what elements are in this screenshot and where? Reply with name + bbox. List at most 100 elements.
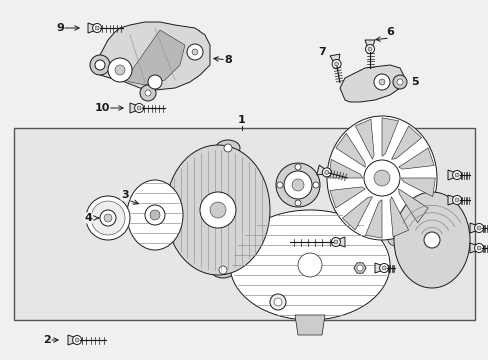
Circle shape xyxy=(95,60,105,70)
Polygon shape xyxy=(294,315,325,335)
Circle shape xyxy=(324,170,328,174)
Polygon shape xyxy=(329,187,365,208)
Polygon shape xyxy=(364,40,374,47)
Circle shape xyxy=(392,75,406,89)
Circle shape xyxy=(104,214,112,222)
Circle shape xyxy=(148,75,162,89)
Circle shape xyxy=(284,171,311,199)
Polygon shape xyxy=(68,335,75,345)
Polygon shape xyxy=(391,126,421,159)
Circle shape xyxy=(367,47,371,51)
Circle shape xyxy=(334,62,338,66)
Circle shape xyxy=(294,164,301,170)
Polygon shape xyxy=(381,118,398,156)
Circle shape xyxy=(312,182,318,188)
Circle shape xyxy=(454,198,458,202)
Polygon shape xyxy=(329,54,339,62)
Circle shape xyxy=(276,182,283,188)
Ellipse shape xyxy=(393,192,469,288)
Circle shape xyxy=(373,74,389,90)
Polygon shape xyxy=(447,195,454,205)
Polygon shape xyxy=(374,263,381,273)
Circle shape xyxy=(186,44,203,60)
Circle shape xyxy=(92,23,102,32)
Circle shape xyxy=(452,171,461,180)
Ellipse shape xyxy=(387,234,403,246)
Circle shape xyxy=(423,232,439,248)
Circle shape xyxy=(363,160,399,196)
Polygon shape xyxy=(337,237,345,247)
Circle shape xyxy=(140,85,156,101)
Polygon shape xyxy=(398,148,433,169)
Circle shape xyxy=(192,49,198,55)
Circle shape xyxy=(331,59,341,68)
Circle shape xyxy=(145,205,164,225)
Polygon shape xyxy=(401,178,434,197)
Polygon shape xyxy=(389,197,408,237)
Bar xyxy=(14,128,474,320)
Circle shape xyxy=(331,238,340,247)
Circle shape xyxy=(209,202,225,218)
Polygon shape xyxy=(316,165,325,175)
Text: 8: 8 xyxy=(224,55,231,65)
Circle shape xyxy=(219,266,226,274)
Circle shape xyxy=(476,226,480,230)
Circle shape xyxy=(373,170,389,186)
Polygon shape xyxy=(398,189,427,223)
Text: 1: 1 xyxy=(238,115,245,125)
Circle shape xyxy=(86,196,130,240)
Text: 9: 9 xyxy=(56,23,64,33)
Ellipse shape xyxy=(229,210,389,320)
Circle shape xyxy=(356,265,362,271)
Circle shape xyxy=(269,294,285,310)
Circle shape xyxy=(72,336,81,345)
Circle shape xyxy=(200,192,236,228)
Polygon shape xyxy=(328,159,362,178)
Polygon shape xyxy=(88,23,95,33)
Circle shape xyxy=(275,163,319,207)
Ellipse shape xyxy=(210,262,235,278)
Polygon shape xyxy=(335,133,365,167)
Circle shape xyxy=(90,55,110,75)
Text: 2: 2 xyxy=(43,335,51,345)
Circle shape xyxy=(291,179,304,191)
Ellipse shape xyxy=(127,180,183,250)
Polygon shape xyxy=(447,170,454,180)
Polygon shape xyxy=(130,103,137,113)
Circle shape xyxy=(294,200,301,206)
Circle shape xyxy=(115,65,125,75)
Circle shape xyxy=(137,106,141,110)
Ellipse shape xyxy=(326,116,436,240)
Circle shape xyxy=(273,298,282,306)
Polygon shape xyxy=(339,65,404,102)
Circle shape xyxy=(95,26,99,30)
Text: 7: 7 xyxy=(318,47,325,57)
Polygon shape xyxy=(342,197,372,230)
Circle shape xyxy=(333,240,337,244)
Text: 4: 4 xyxy=(84,213,92,223)
Circle shape xyxy=(378,79,384,85)
Circle shape xyxy=(145,90,151,96)
Circle shape xyxy=(454,173,458,177)
Text: 6: 6 xyxy=(385,27,393,37)
Circle shape xyxy=(381,266,386,270)
Circle shape xyxy=(75,338,79,342)
Circle shape xyxy=(91,201,125,235)
Ellipse shape xyxy=(165,145,269,275)
Circle shape xyxy=(297,253,321,277)
Polygon shape xyxy=(100,22,209,90)
Circle shape xyxy=(476,246,480,250)
Polygon shape xyxy=(469,243,476,253)
Circle shape xyxy=(379,264,388,273)
Polygon shape xyxy=(355,119,373,159)
Polygon shape xyxy=(353,263,365,273)
Circle shape xyxy=(322,168,330,177)
Text: 3: 3 xyxy=(121,190,128,200)
Circle shape xyxy=(108,58,132,82)
Circle shape xyxy=(224,144,231,152)
Ellipse shape xyxy=(216,140,240,156)
Text: 5: 5 xyxy=(410,77,418,87)
Circle shape xyxy=(100,210,116,226)
Polygon shape xyxy=(125,30,184,85)
Polygon shape xyxy=(365,200,381,238)
